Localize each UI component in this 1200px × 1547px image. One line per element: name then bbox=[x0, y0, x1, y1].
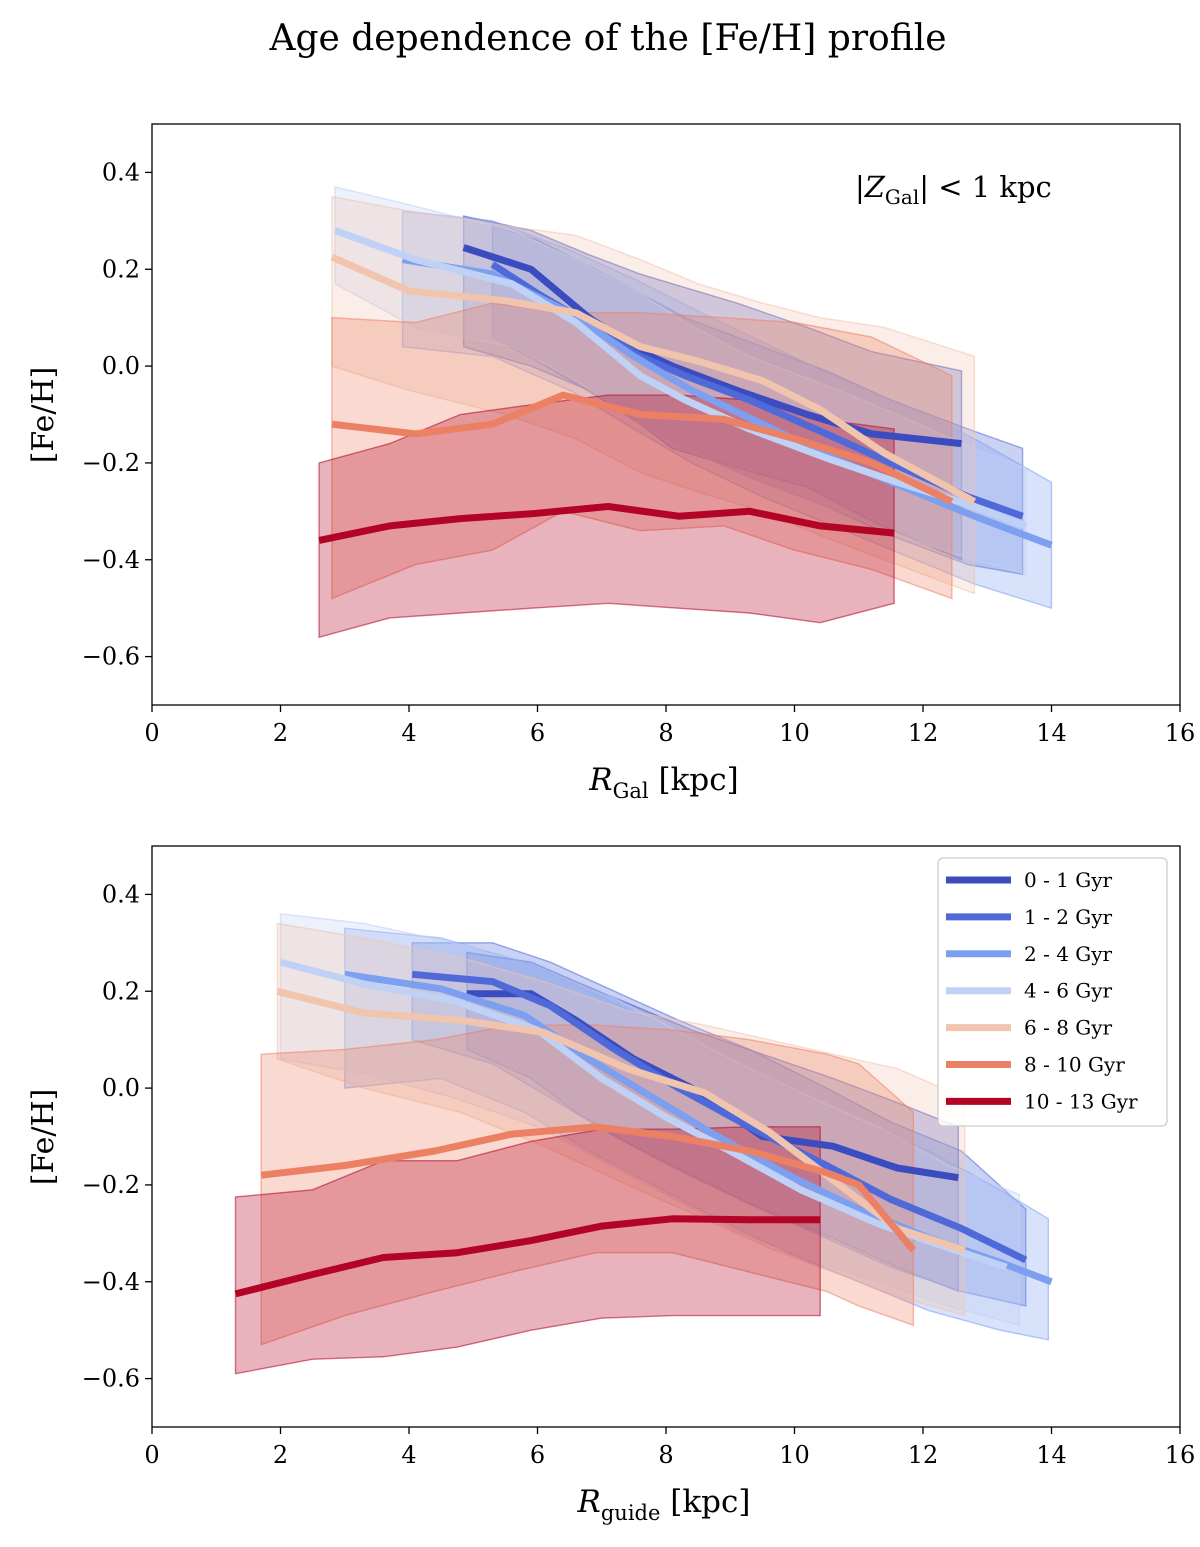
legend-label: 0 - 1 Gyr bbox=[1024, 868, 1113, 892]
panel-top-bands bbox=[318, 186, 1053, 639]
ytick-label: 0.0 bbox=[102, 352, 140, 380]
panel-top-xlabel: RGal [kpc] bbox=[588, 762, 738, 803]
xtick-label: 10 bbox=[779, 719, 810, 747]
xtick-label: 8 bbox=[658, 1441, 673, 1469]
ytick-label: −0.4 bbox=[82, 1268, 140, 1296]
legend-label: 2 - 4 Gyr bbox=[1024, 942, 1113, 966]
line-bottom-6 bbox=[260, 1123, 917, 1253]
panel-top: 0 2 4 6 8 10 12 14 16 −0.6 −0.4 −0.2 0.0 0.2 0.4 |ZGal… bbox=[26, 123, 1196, 803]
xtick-label: 6 bbox=[530, 1441, 545, 1469]
legend-label: 8 - 10 Gyr bbox=[1024, 1053, 1125, 1077]
line-top-6 bbox=[331, 391, 954, 505]
xtick-label: 12 bbox=[908, 719, 939, 747]
legend-label: 4 - 6 Gyr bbox=[1024, 979, 1113, 1003]
legend-box bbox=[937, 857, 1168, 1127]
panel-top-axes: 0 2 4 6 8 10 12 14 16 −0.6 −0.4 −0.2 0.0 0.2 0.4 bbox=[82, 158, 1196, 747]
xtick-label: 4 bbox=[401, 719, 416, 747]
band-bottom-4 bbox=[279, 913, 1021, 1327]
panel-bottom-lines bbox=[234, 958, 1053, 1298]
ytick-label: 0.0 bbox=[102, 1074, 140, 1102]
xtick-label: 14 bbox=[1036, 719, 1067, 747]
figure-title: Age dependence of the [Fe/H] profile bbox=[268, 18, 946, 59]
xtick-label: 0 bbox=[144, 1441, 159, 1469]
xtick-label: 2 bbox=[273, 719, 288, 747]
ytick-label: −0.4 bbox=[82, 546, 140, 574]
xtick-label: 10 bbox=[779, 1441, 810, 1469]
panel-bottom-ylabel: [Fe/H] bbox=[26, 1089, 61, 1186]
legend-label: 6 - 8 Gyr bbox=[1024, 1016, 1113, 1040]
panel-bottom-xlabel: Rguide [kpc] bbox=[577, 1484, 751, 1525]
xtick-label: 16 bbox=[1165, 1441, 1196, 1469]
xtick-label: 8 bbox=[658, 719, 673, 747]
ytick-label: 0.4 bbox=[102, 158, 140, 186]
legend-label: 10 - 13 Gyr bbox=[1024, 1089, 1138, 1113]
ytick-label: −0.6 bbox=[82, 1365, 140, 1393]
xtick-label: 16 bbox=[1165, 719, 1196, 747]
line-bottom-5 bbox=[276, 987, 966, 1254]
ytick-label: −0.6 bbox=[82, 643, 140, 671]
xtick-label: 12 bbox=[908, 1441, 939, 1469]
panel-top-annotation: |ZGal| < 1 kpc bbox=[855, 170, 1052, 209]
line-bottom-7 bbox=[234, 1215, 821, 1298]
panel-top-ylabel: [Fe/H] bbox=[26, 367, 61, 464]
ytick-label: −0.2 bbox=[82, 449, 140, 477]
panel-bottom: 0 2 4 6 8 10 12 14 16 −0.6 −0.4 −0.2 0.0 0.2 0.4 Rguid… bbox=[26, 845, 1196, 1525]
panel-bottom-axes: 0 2 4 6 8 10 12 14 16 −0.6 −0.4 −0.2 0.0 0.2 0.4 bbox=[82, 880, 1196, 1469]
panel-top-lines bbox=[318, 227, 1053, 549]
ytick-label: −0.2 bbox=[82, 1171, 140, 1199]
band-bottom-7 bbox=[234, 1126, 821, 1375]
xtick-label: 6 bbox=[530, 719, 545, 747]
legend: 0 - 1 Gyr 1 - 2 Gyr 2 - 4 Gyr 4 - 6 Gyr 6 - … bbox=[937, 857, 1168, 1127]
xtick-label: 4 bbox=[401, 1441, 416, 1469]
xtick-label: 14 bbox=[1036, 1441, 1067, 1469]
line-top-7 bbox=[318, 503, 895, 544]
line-bottom-2 bbox=[411, 970, 1028, 1264]
xtick-label: 0 bbox=[144, 719, 159, 747]
legend-label: 1 - 2 Gyr bbox=[1024, 905, 1113, 929]
line-top-5 bbox=[330, 253, 977, 505]
xtick-label: 2 bbox=[273, 1441, 288, 1469]
ytick-label: 0.2 bbox=[102, 255, 140, 283]
ytick-label: 0.4 bbox=[102, 880, 140, 908]
ytick-label: 0.2 bbox=[102, 977, 140, 1005]
